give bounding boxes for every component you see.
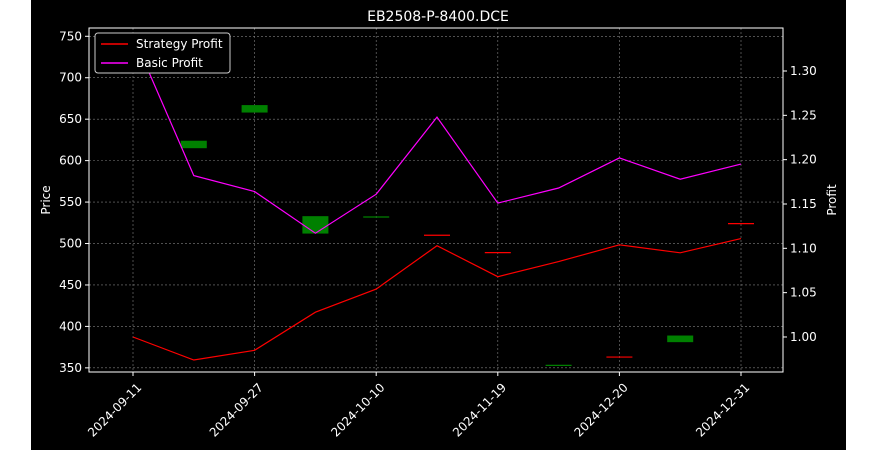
series-line xyxy=(132,238,742,361)
candle xyxy=(667,335,694,343)
y-right-tick-label: 1.25 xyxy=(790,108,817,122)
y-right-tick-label: 1.05 xyxy=(790,286,817,300)
y-right-tick-label: 1.30 xyxy=(790,64,817,78)
y-left-tick-label: 400 xyxy=(59,319,82,333)
y-right-tick-label: 1.20 xyxy=(790,153,817,167)
y-right-tick-label: 1.10 xyxy=(790,241,817,255)
legend-label: Basic Profit xyxy=(136,56,203,70)
candle xyxy=(302,216,329,234)
candle xyxy=(241,105,268,113)
candle xyxy=(180,140,207,149)
y-right-tick-label: 1.00 xyxy=(790,330,817,344)
y-left-tick-label: 350 xyxy=(59,361,82,375)
y-axis-left-label: Price xyxy=(39,185,53,214)
y-left-tick-label: 500 xyxy=(59,237,82,251)
plot-frame xyxy=(88,27,784,373)
legend-label: Strategy Profit xyxy=(136,37,223,51)
y-axis-left: 350 400 450 500 550 600 650 700 750 xyxy=(59,29,89,375)
legend-box xyxy=(94,32,231,74)
y-left-tick-label: 750 xyxy=(59,29,82,43)
figure-background xyxy=(31,0,846,450)
y-axis-right-label: Profit xyxy=(825,184,839,216)
grid-lines xyxy=(89,28,783,372)
y-left-tick-label: 650 xyxy=(59,112,82,126)
series-line xyxy=(132,35,742,234)
legend: Strategy Profit Basic Profit xyxy=(94,32,231,74)
y-right-tick-label: 1.15 xyxy=(790,197,817,211)
y-left-tick-label: 550 xyxy=(59,195,82,209)
y-left-tick-label: 700 xyxy=(59,71,82,85)
y-left-tick-label: 450 xyxy=(59,278,82,292)
y-axis-right: 1.00 1.05 1.10 1.15 1.20 1.25 1.30 xyxy=(783,64,817,344)
chart-title: EB2508-P-8400.DCE xyxy=(367,9,509,25)
y-left-tick-label: 600 xyxy=(59,154,82,168)
series-lines xyxy=(132,35,742,361)
